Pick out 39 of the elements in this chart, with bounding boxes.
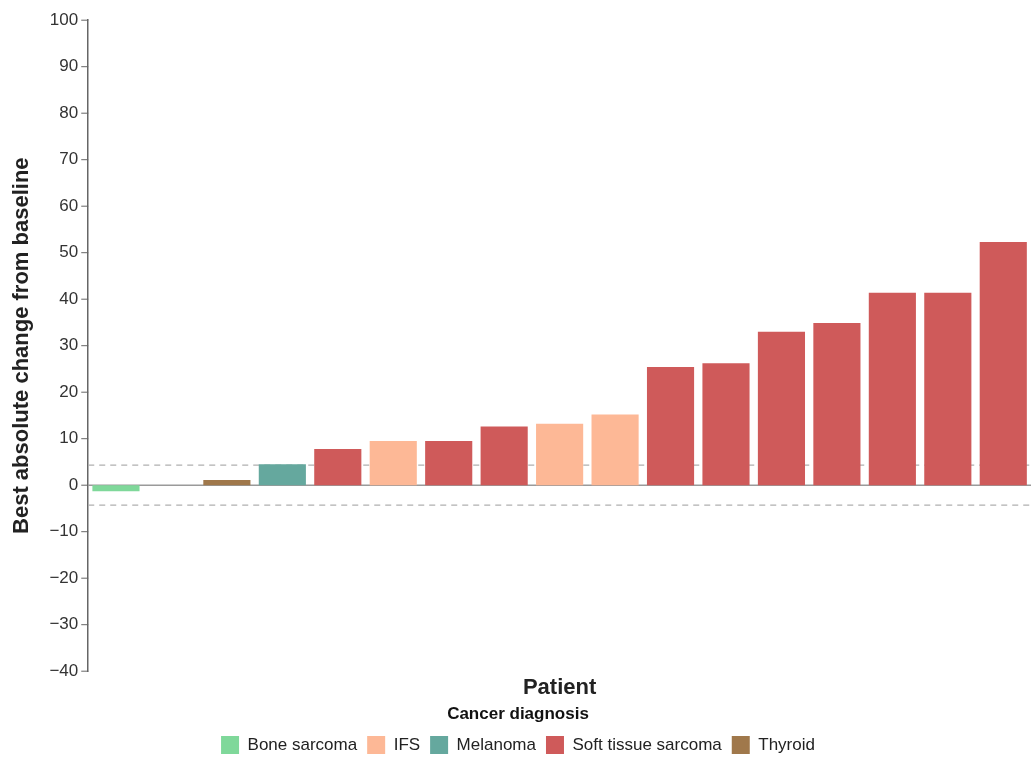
y-tick-label: 80 <box>59 102 79 122</box>
x-axis-title: Patient <box>522 674 597 700</box>
legend-label: Bone sarcoma <box>247 734 358 754</box>
bar <box>480 426 528 486</box>
bar <box>203 480 251 486</box>
bar <box>868 292 916 486</box>
legend-label: Thyroid <box>758 734 815 754</box>
y-tick-label: −10 <box>49 521 79 541</box>
bar <box>813 322 861 486</box>
bar <box>425 441 473 486</box>
bar <box>757 331 806 486</box>
y-tick-label: 30 <box>59 335 79 355</box>
y-tick-label: 10 <box>59 428 79 448</box>
legend-label: Melanoma <box>456 734 537 754</box>
bar <box>591 414 639 486</box>
bar <box>314 448 362 486</box>
legend-title: Cancer diagnosis <box>447 703 589 723</box>
y-tick-label: 50 <box>59 242 79 262</box>
bar <box>979 242 1027 486</box>
y-tick-label: 20 <box>59 381 79 401</box>
bar <box>702 363 750 486</box>
legend-label: Soft tissue sarcoma <box>572 734 723 754</box>
y-tick-label: −20 <box>49 567 79 587</box>
bar <box>536 423 584 486</box>
legend-label: IFS <box>393 734 421 754</box>
y-tick-label: −40 <box>49 660 79 680</box>
y-tick-label: 40 <box>59 288 79 308</box>
y-tick-label: 70 <box>59 149 79 169</box>
bar <box>92 485 140 492</box>
bar <box>258 464 306 486</box>
bar <box>646 367 695 486</box>
y-tick-label: 90 <box>59 56 79 76</box>
y-tick-label: −30 <box>49 614 79 634</box>
y-axis-title: Best absolute change from baseline <box>8 157 34 534</box>
y-tick-label: 60 <box>59 195 79 215</box>
bar <box>924 292 972 486</box>
y-tick-label: 0 <box>68 474 79 494</box>
y-tick-label: 100 <box>49 9 79 29</box>
bar <box>369 441 417 486</box>
